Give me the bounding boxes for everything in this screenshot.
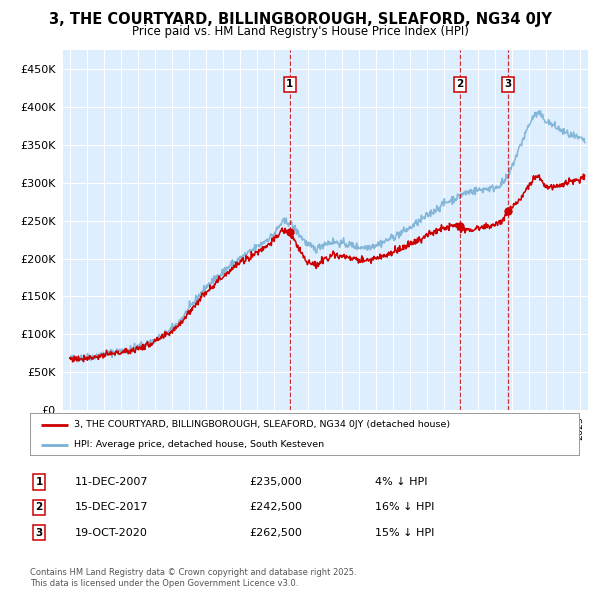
Text: Price paid vs. HM Land Registry's House Price Index (HPI): Price paid vs. HM Land Registry's House … [131, 25, 469, 38]
Text: HPI: Average price, detached house, South Kesteven: HPI: Average price, detached house, Sout… [74, 440, 324, 450]
Text: 1: 1 [35, 477, 43, 487]
Text: £262,500: £262,500 [249, 528, 302, 537]
Text: Contains HM Land Registry data © Crown copyright and database right 2025.
This d: Contains HM Land Registry data © Crown c… [30, 568, 356, 588]
Text: 2: 2 [456, 79, 464, 89]
Text: 1: 1 [286, 79, 293, 89]
Text: 2: 2 [35, 503, 43, 512]
Text: 19-OCT-2020: 19-OCT-2020 [75, 528, 148, 537]
Text: £235,000: £235,000 [249, 477, 302, 487]
Text: 3, THE COURTYARD, BILLINGBOROUGH, SLEAFORD, NG34 0JY (detached house): 3, THE COURTYARD, BILLINGBOROUGH, SLEAFO… [74, 421, 450, 430]
Text: 11-DEC-2007: 11-DEC-2007 [75, 477, 149, 487]
Text: 3: 3 [35, 528, 43, 537]
Text: 15-DEC-2017: 15-DEC-2017 [75, 503, 149, 512]
Text: 16% ↓ HPI: 16% ↓ HPI [375, 503, 434, 512]
Text: 3: 3 [505, 79, 512, 89]
Text: 3, THE COURTYARD, BILLINGBOROUGH, SLEAFORD, NG34 0JY: 3, THE COURTYARD, BILLINGBOROUGH, SLEAFO… [49, 12, 551, 27]
Text: £242,500: £242,500 [249, 503, 302, 512]
Text: 15% ↓ HPI: 15% ↓ HPI [375, 528, 434, 537]
Text: 4% ↓ HPI: 4% ↓ HPI [375, 477, 427, 487]
